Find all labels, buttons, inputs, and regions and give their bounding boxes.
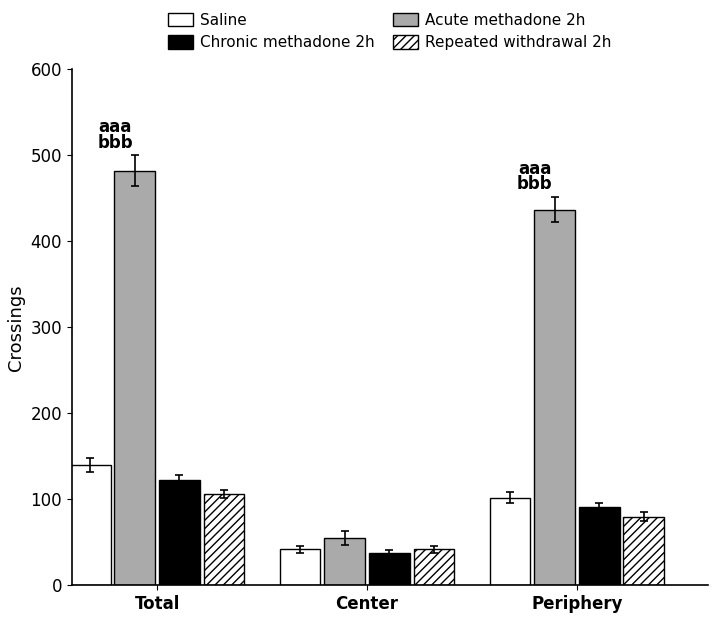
Bar [204, 494, 245, 585]
Bar [534, 210, 575, 585]
Bar [325, 538, 365, 585]
Y-axis label: Crossings: Crossings [7, 284, 25, 371]
Bar [159, 480, 199, 585]
Text: aaa: aaa [99, 118, 132, 136]
Bar [490, 498, 531, 585]
Legend: Saline, Chronic methadone 2h, Acute methadone 2h, Repeated withdrawal 2h: Saline, Chronic methadone 2h, Acute meth… [162, 7, 618, 56]
Text: bbb: bbb [517, 175, 553, 193]
Bar [369, 552, 410, 585]
Bar [623, 516, 664, 585]
Bar [70, 465, 111, 585]
Text: aaa: aaa [518, 160, 551, 178]
Bar [413, 549, 454, 585]
Bar [579, 507, 619, 585]
Bar [280, 549, 320, 585]
Text: bbb: bbb [97, 134, 133, 152]
Bar [114, 171, 155, 585]
